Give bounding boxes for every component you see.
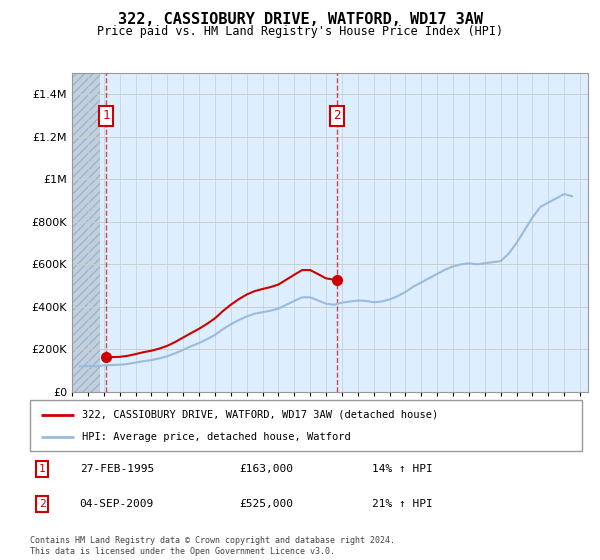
Text: Price paid vs. HM Land Registry's House Price Index (HPI): Price paid vs. HM Land Registry's House … bbox=[97, 25, 503, 38]
FancyBboxPatch shape bbox=[30, 400, 582, 451]
Bar bbox=[72, 73, 100, 392]
Text: 2: 2 bbox=[39, 499, 46, 509]
Text: 1: 1 bbox=[39, 464, 46, 474]
Text: 27-FEB-1995: 27-FEB-1995 bbox=[80, 464, 154, 474]
Text: HPI: Average price, detached house, Watford: HPI: Average price, detached house, Watf… bbox=[82, 432, 351, 442]
Text: 14% ↑ HPI: 14% ↑ HPI bbox=[372, 464, 433, 474]
Text: 322, CASSIOBURY DRIVE, WATFORD, WD17 3AW (detached house): 322, CASSIOBURY DRIVE, WATFORD, WD17 3AW… bbox=[82, 409, 439, 419]
Text: £163,000: £163,000 bbox=[240, 464, 294, 474]
Text: £525,000: £525,000 bbox=[240, 499, 294, 509]
Text: 1: 1 bbox=[103, 109, 110, 123]
Text: Contains HM Land Registry data © Crown copyright and database right 2024.
This d: Contains HM Land Registry data © Crown c… bbox=[30, 536, 395, 556]
Text: 2: 2 bbox=[333, 109, 340, 123]
Text: 04-SEP-2009: 04-SEP-2009 bbox=[80, 499, 154, 509]
Text: 21% ↑ HPI: 21% ↑ HPI bbox=[372, 499, 433, 509]
Text: 322, CASSIOBURY DRIVE, WATFORD, WD17 3AW: 322, CASSIOBURY DRIVE, WATFORD, WD17 3AW bbox=[118, 12, 482, 27]
